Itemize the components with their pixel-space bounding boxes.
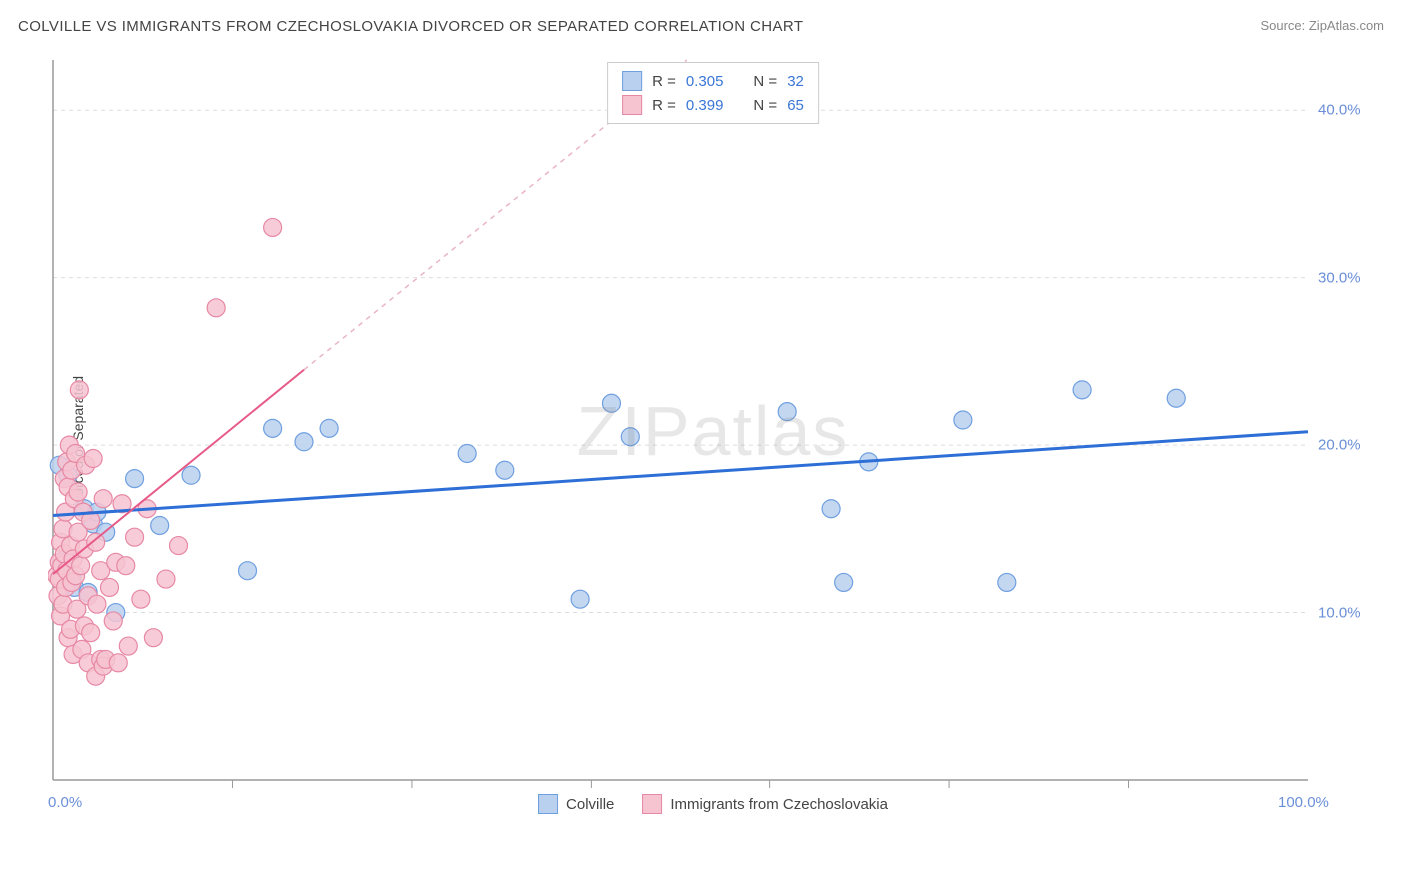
r-label: R = bbox=[652, 97, 676, 114]
swatch-colville bbox=[538, 794, 558, 814]
x-tick-label-max: 100.0% bbox=[1278, 794, 1329, 811]
y-tick-label: 40.0% bbox=[1318, 102, 1378, 119]
swatch-colville bbox=[622, 71, 642, 91]
correlation-legend: R = 0.305 N = 32 R = 0.399 N = 65 bbox=[607, 62, 819, 124]
legend-item-czech: Immigrants from Czechoslovakia bbox=[642, 794, 888, 814]
legend-item-colville: Colville bbox=[538, 794, 614, 814]
n-value-colville: 32 bbox=[787, 73, 804, 90]
swatch-czech bbox=[642, 794, 662, 814]
plot-area: ZIPatlas R = 0.305 N = 32 R = 0.399 N = … bbox=[48, 50, 1378, 820]
n-value-czech: 65 bbox=[787, 97, 804, 114]
chart-title: COLVILLE VS IMMIGRANTS FROM CZECHOSLOVAK… bbox=[18, 18, 803, 35]
legend-label-czech: Immigrants from Czechoslovakia bbox=[670, 796, 888, 813]
swatch-czech bbox=[622, 95, 642, 115]
legend-row-czech: R = 0.399 N = 65 bbox=[622, 93, 804, 117]
legend-row-colville: R = 0.305 N = 32 bbox=[622, 69, 804, 93]
x-tick-label-min: 0.0% bbox=[48, 794, 82, 811]
n-label: N = bbox=[753, 73, 777, 90]
y-tick-label: 20.0% bbox=[1318, 437, 1378, 454]
r-label: R = bbox=[652, 73, 676, 90]
y-tick-label: 10.0% bbox=[1318, 604, 1378, 621]
r-value-colville: 0.305 bbox=[686, 73, 724, 90]
chart-svg bbox=[48, 50, 1378, 820]
series-legend: Colville Immigrants from Czechoslovakia bbox=[538, 794, 888, 814]
y-tick-label: 30.0% bbox=[1318, 269, 1378, 286]
legend-label-colville: Colville bbox=[566, 796, 614, 813]
n-label: N = bbox=[753, 97, 777, 114]
source-attribution: Source: ZipAtlas.com bbox=[1260, 18, 1384, 33]
r-value-czech: 0.399 bbox=[686, 97, 724, 114]
